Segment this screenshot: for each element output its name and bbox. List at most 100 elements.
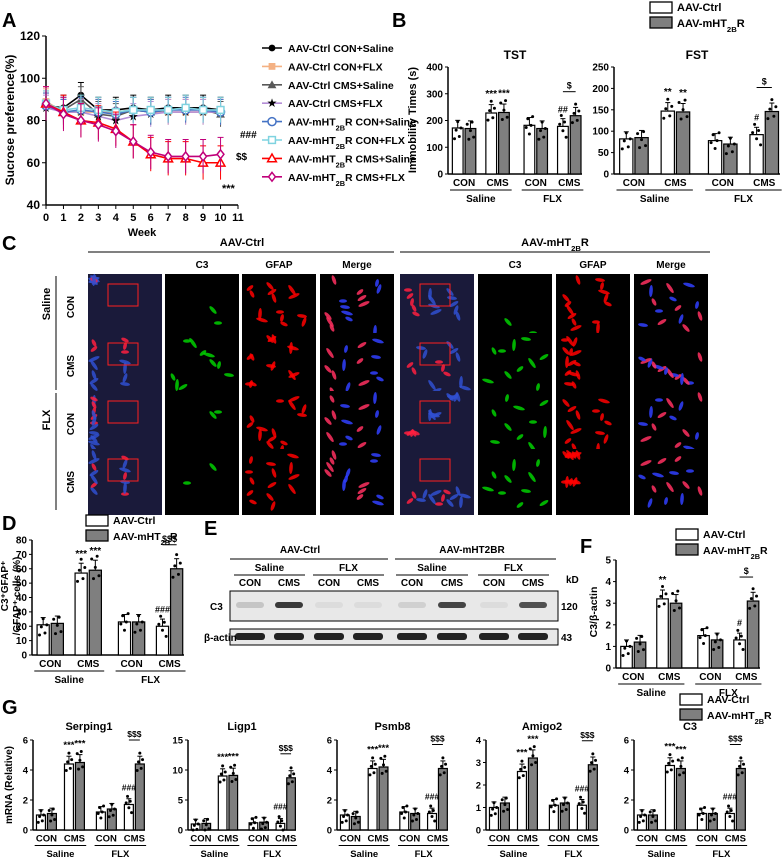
y-tick-label: 0 [178,826,183,837]
group-label: Saline [466,194,496,205]
micrograph-cell [543,426,547,438]
micrograph-cell [422,489,428,499]
a-legend-label: AAV-Ctrl CMS+FLX [288,98,383,110]
group-label: Saline [55,675,85,686]
data-dot [641,819,645,823]
data-dot [759,143,763,147]
e-lane-label: CON [401,578,423,589]
micrograph-cell [121,337,129,343]
y-tick-label: 1 [605,642,611,653]
data-dot [570,121,574,125]
micrograph-cell [249,381,257,387]
a-x-tick-label: 9 [200,212,206,224]
e-c3-band [438,602,466,608]
x-category-label: CMS [77,659,100,670]
data-dot [491,807,495,811]
data-dot [713,640,717,644]
micrograph-cell [528,471,536,483]
a-point [94,119,103,131]
data-dot [697,813,701,817]
data-dot [671,759,675,763]
x-category-label: CON [39,659,61,670]
micrograph-cell [249,499,257,505]
data-dot [141,758,145,762]
group-label: FLX [719,688,738,699]
micrograph-cell [571,381,577,389]
x-category-label: CMS [64,834,85,845]
group-label: Saline [200,849,228,860]
data-dot [135,769,139,773]
data-dot [100,810,104,814]
data-dot [83,566,87,570]
micrograph-bg [478,274,552,340]
data-dot [233,763,237,767]
group-label: FLX [111,849,130,860]
data-dot [133,630,137,634]
significance-star: *** [63,740,74,751]
e-group-label: Saline [255,563,285,574]
a-x-tick-label: 11 [232,212,244,224]
micrograph-cell [246,285,254,291]
data-dot [431,809,435,813]
micrograph-cell [567,359,577,367]
x-category-label: CON [697,834,718,845]
data-dot [526,117,530,121]
x-category-label: CMS [658,672,681,683]
data-dot [40,819,44,823]
data-dot [628,644,632,648]
c-micrograph-r0-c3 [320,274,394,340]
legend-label-mht-part-2: R [737,18,745,30]
micrograph-cell [674,456,682,462]
data-dot [713,146,717,150]
a-legend-label-part-0: AAV-mHT [288,172,336,184]
micrograph-cell [271,428,277,438]
micrograph-cell [301,404,307,414]
micrograph-cell [595,431,605,435]
significance-star: *** [378,743,389,754]
micrograph-cell [655,398,663,402]
data-dot [78,758,82,762]
micrograph-cell [566,304,574,316]
data-dot [715,632,719,636]
c-micrograph-r2-c0 [88,391,162,457]
micrograph-cell [459,496,463,508]
a-point [164,105,173,115]
data-dot [664,592,668,596]
data-dot [681,108,685,112]
data-dot [413,807,417,811]
chart-title: Amigo2 [522,721,562,733]
data-dot [52,617,56,621]
data-dot [667,761,671,765]
data-dot [113,807,117,811]
significance-star: ** [664,87,672,98]
micrograph-cell [697,486,703,496]
micrograph-cell [373,392,377,404]
e-group-label: Saline [417,563,447,574]
micrograph-cell [674,305,682,311]
micrograph-cell [90,473,98,485]
y-tick-label: 40 [16,593,28,604]
micrograph-cell [246,422,254,428]
bar-mht [675,111,691,175]
data-dot [207,827,211,831]
data-dot [530,763,534,767]
significance-dollar: $$$ [728,734,742,744]
e-lane-label: CMS [278,578,301,589]
a-legend-marker [266,152,278,163]
c-micrograph-r0-c5 [478,274,552,340]
data-dot [191,828,195,832]
a-legend-label-part-2: R CON+FLX [345,135,405,147]
y-tick-label: 10 [16,636,28,647]
micrograph-cell [326,347,334,359]
legend-label-mht-part-2: R [764,710,772,722]
micrograph-cell [326,461,334,473]
significance-hash: ### [155,604,170,614]
micrograph-bg [478,391,552,457]
micrograph-cell [678,314,684,324]
data-dot [137,614,141,618]
data-dot [725,810,729,814]
micrograph-cell [203,352,215,358]
data-dot [503,803,507,807]
e-lane-label: CON [239,578,261,589]
data-dot [671,592,675,596]
